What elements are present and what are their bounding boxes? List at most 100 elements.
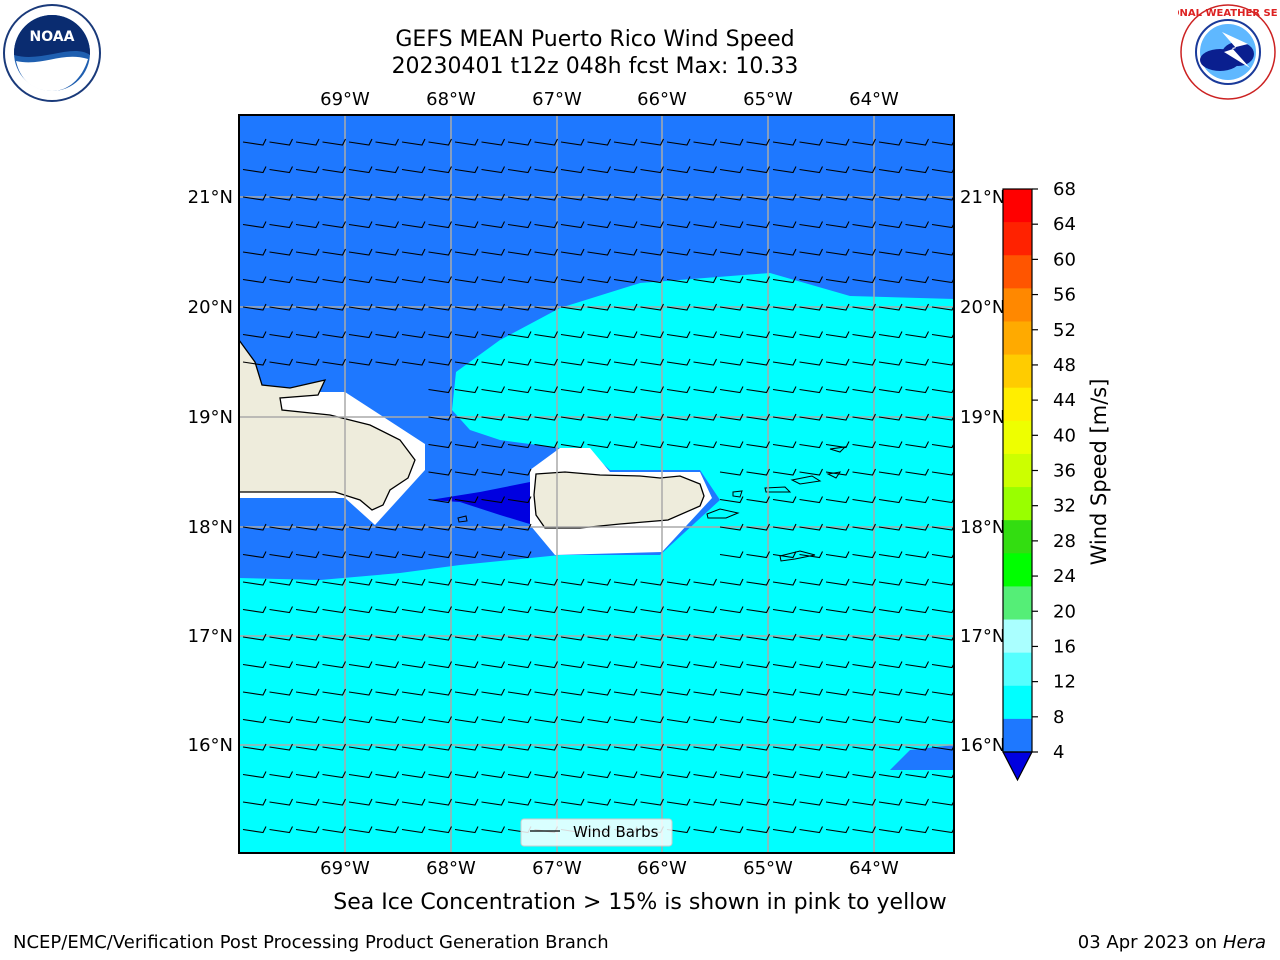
- wind-barb: [825, 221, 850, 229]
- footer-date-text: 03 Apr 2023 on: [1077, 932, 1223, 953]
- footer-branch: NCEP/EMC/Verification Post Processing Pr…: [13, 932, 609, 953]
- wind-barb: [375, 276, 399, 284]
- wind-barb: [534, 633, 558, 641]
- colorbar-band: [1003, 420, 1032, 455]
- wind-barb: [772, 358, 797, 366]
- wind-barb: [746, 523, 770, 531]
- wind-barb: [481, 826, 505, 834]
- colorbar-tick-label: 56: [1053, 285, 1076, 306]
- nws-logo-text: NATIONAL WEATHER SERVICE: [1178, 8, 1278, 19]
- wind-barb: [534, 386, 558, 394]
- wind-barb: [507, 303, 532, 311]
- wind-barb: [507, 771, 532, 779]
- wind-barb: [905, 771, 929, 779]
- wind-barb: [534, 798, 558, 806]
- wind-barb: [560, 221, 585, 229]
- wind-barb: [375, 661, 399, 669]
- wind-barb: [666, 221, 691, 229]
- colorbar-band: [1003, 354, 1032, 389]
- wind-barb: [481, 468, 505, 476]
- colorbar-tick-label: 20: [1053, 601, 1076, 622]
- wind-barb: [322, 551, 346, 559]
- wind-barb: [613, 661, 638, 669]
- wind-barb: [878, 743, 903, 751]
- wind-barb: [693, 716, 717, 724]
- wind-barb: [269, 166, 293, 174]
- wind-barb: [852, 606, 876, 614]
- wind-barb: [666, 441, 691, 449]
- wind-barb: [852, 743, 876, 751]
- wind-barb: [322, 716, 346, 724]
- wind-barb: [507, 138, 532, 146]
- wind-barb: [428, 193, 452, 201]
- wind-barb: [401, 578, 426, 586]
- wind-barb: [534, 166, 558, 174]
- wind-barb: [613, 771, 638, 779]
- wind-barb: [931, 387, 954, 394]
- wind-barb: [666, 661, 691, 669]
- wind-barb: [666, 606, 691, 614]
- wind-barb: [322, 221, 346, 229]
- wind-barb: [269, 303, 293, 311]
- wind-barb: [719, 386, 744, 394]
- wind-barb: [587, 743, 611, 751]
- wind-barb: [454, 248, 479, 256]
- wind-barb: [507, 386, 532, 394]
- wind-barb: [322, 523, 346, 531]
- wind-barb: [242, 771, 267, 779]
- colorbar-band: [1003, 321, 1032, 356]
- wind-barb: [772, 798, 797, 806]
- wind-barb: [852, 661, 876, 669]
- wind-barb: [693, 248, 717, 256]
- wind-barb: [666, 688, 691, 696]
- wind-barb: [746, 331, 770, 339]
- wind-barb: [799, 798, 823, 806]
- wind-barb: [666, 166, 691, 174]
- wind-barb: [375, 716, 399, 724]
- wind-barb: [878, 661, 903, 669]
- wind-barb: [269, 606, 293, 614]
- wind-barb: [242, 578, 267, 586]
- wind-barb: [242, 193, 267, 201]
- wind-barb: [878, 441, 903, 449]
- wind-barb: [322, 633, 346, 641]
- wind-barb: [640, 578, 664, 586]
- wind-barb: [640, 798, 664, 806]
- wind-barb: [348, 743, 373, 751]
- wind-barb: [905, 331, 929, 339]
- wind-barb: [481, 303, 505, 311]
- wind-barb: [534, 358, 558, 366]
- legend-label: Wind Barbs: [573, 823, 659, 841]
- wind-barb: [772, 193, 797, 201]
- wind-barb: [719, 303, 744, 311]
- wind-barb: [746, 441, 770, 449]
- wind-barb: [746, 688, 770, 696]
- wind-barb: [931, 607, 954, 614]
- wind-barb: [772, 826, 797, 834]
- wind-barb: [852, 771, 876, 779]
- wind-barb: [507, 578, 532, 586]
- wind-barb: [825, 661, 850, 669]
- wind-barb: [560, 661, 585, 669]
- wind-barb: [560, 688, 585, 696]
- wind-barb: [640, 743, 664, 751]
- wind-barb: [428, 221, 452, 229]
- wind-barb: [587, 578, 611, 586]
- island-st-thomas: [764, 486, 792, 493]
- wind-barb: [560, 138, 585, 146]
- wind-barb: [905, 468, 929, 476]
- lon-label-top: 67°W: [532, 89, 582, 110]
- wind-barb: [481, 798, 505, 806]
- wind-barb: [401, 166, 426, 174]
- wind-barb: [825, 166, 850, 174]
- wind-barb: [348, 331, 373, 339]
- colorbar-band: [1003, 222, 1032, 256]
- wind-barb: [799, 716, 823, 724]
- wind-barb: [613, 578, 638, 586]
- wind-barb: [534, 413, 558, 421]
- wind-barb: [878, 771, 903, 779]
- wind-barb: [401, 743, 426, 751]
- wind-barb: [825, 331, 850, 339]
- wind-barb: [931, 249, 954, 256]
- wind-barb: [719, 166, 744, 174]
